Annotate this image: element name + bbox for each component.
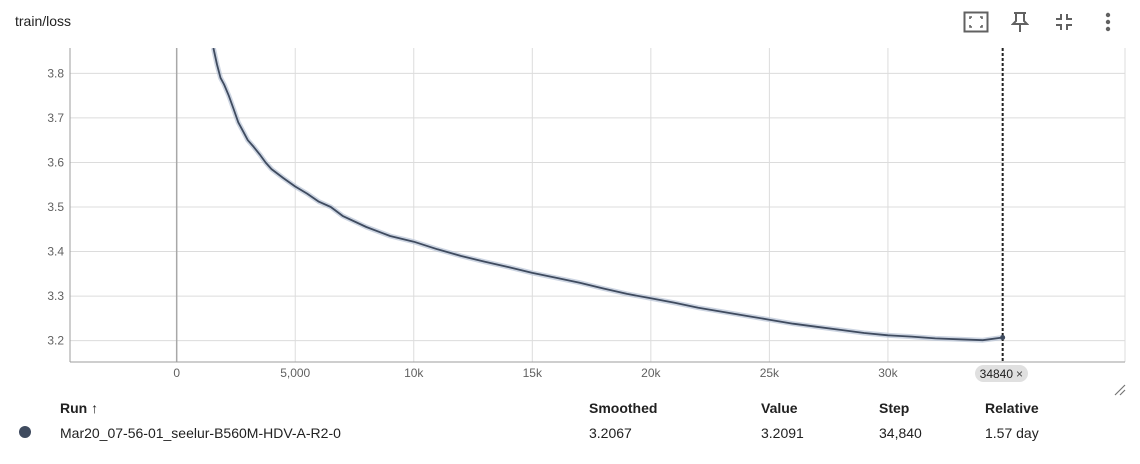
smoothed-value: 3.2067 <box>589 425 632 441</box>
x-tick-label: 10k <box>404 366 424 380</box>
more-vert-icon <box>1105 12 1111 32</box>
run-color-dot <box>19 426 31 438</box>
x-tick-label: 0 <box>173 366 180 380</box>
collapse-icon <box>1056 14 1072 30</box>
step-column-header[interactable]: Step <box>879 400 910 416</box>
runs-table: Run ↑ Smoothed Value Step Relative Mar20… <box>0 396 1085 446</box>
y-tick-label: 3.2 <box>47 334 64 348</box>
resize-handle-icon[interactable] <box>1114 384 1126 396</box>
runs-table-header: Run ↑ Smoothed Value Step Relative <box>0 396 1085 420</box>
cursor-point <box>1000 335 1006 341</box>
series-line <box>212 48 1003 342</box>
relative-column-header[interactable]: Relative <box>985 400 1039 416</box>
raw-value: 3.2091 <box>761 425 804 441</box>
y-tick-label: 3.5 <box>47 200 64 214</box>
pin-button[interactable] <box>998 8 1042 36</box>
smoothed-column-header[interactable]: Smoothed <box>589 400 658 416</box>
fit-domain-button[interactable] <box>954 8 998 36</box>
step-value: 34,840 <box>879 425 922 441</box>
x-tick-label: 20k <box>641 366 661 380</box>
collapse-button[interactable] <box>1042 8 1086 36</box>
card-toolbar <box>954 8 1130 36</box>
more-button[interactable] <box>1086 8 1130 36</box>
run-column-header[interactable]: Run ↑ <box>60 400 99 416</box>
y-tick-label: 3.7 <box>47 111 64 125</box>
pin-icon <box>1011 12 1029 32</box>
y-tick-label: 3.3 <box>47 289 64 303</box>
fit-domain-icon <box>963 11 989 33</box>
x-tick-label: 25k <box>760 366 780 380</box>
run-name: Mar20_07-56-01_seelur-B560M-HDV-A-R2-0 <box>60 425 341 441</box>
y-tick-label: 3.8 <box>47 66 64 80</box>
line-chart[interactable]: 3.2 3.3 3.4 3.5 3.6 3.7 3.8 0 5,000 10k 15k 20k 25k 3… <box>0 0 1140 395</box>
table-row: Mar20_07-56-01_seelur-B560M-HDV-A-R2-0 3… <box>0 420 1085 446</box>
x-tick-label: 30k <box>878 366 898 380</box>
step-cursor-chip[interactable]: 34840 × <box>974 365 1029 382</box>
card-title: train/loss <box>15 13 72 29</box>
y-tick-label: 3.6 <box>47 155 64 169</box>
x-tick-label: 15k <box>523 366 543 380</box>
step-chip-close-icon[interactable]: × <box>1016 366 1024 381</box>
step-chip-label: 34840 <box>979 366 1014 381</box>
value-column-header[interactable]: Value <box>761 400 798 416</box>
relative-time: 1.57 day <box>985 425 1039 441</box>
y-tick-label: 3.4 <box>47 245 64 259</box>
x-tick-label: 5,000 <box>280 366 310 380</box>
